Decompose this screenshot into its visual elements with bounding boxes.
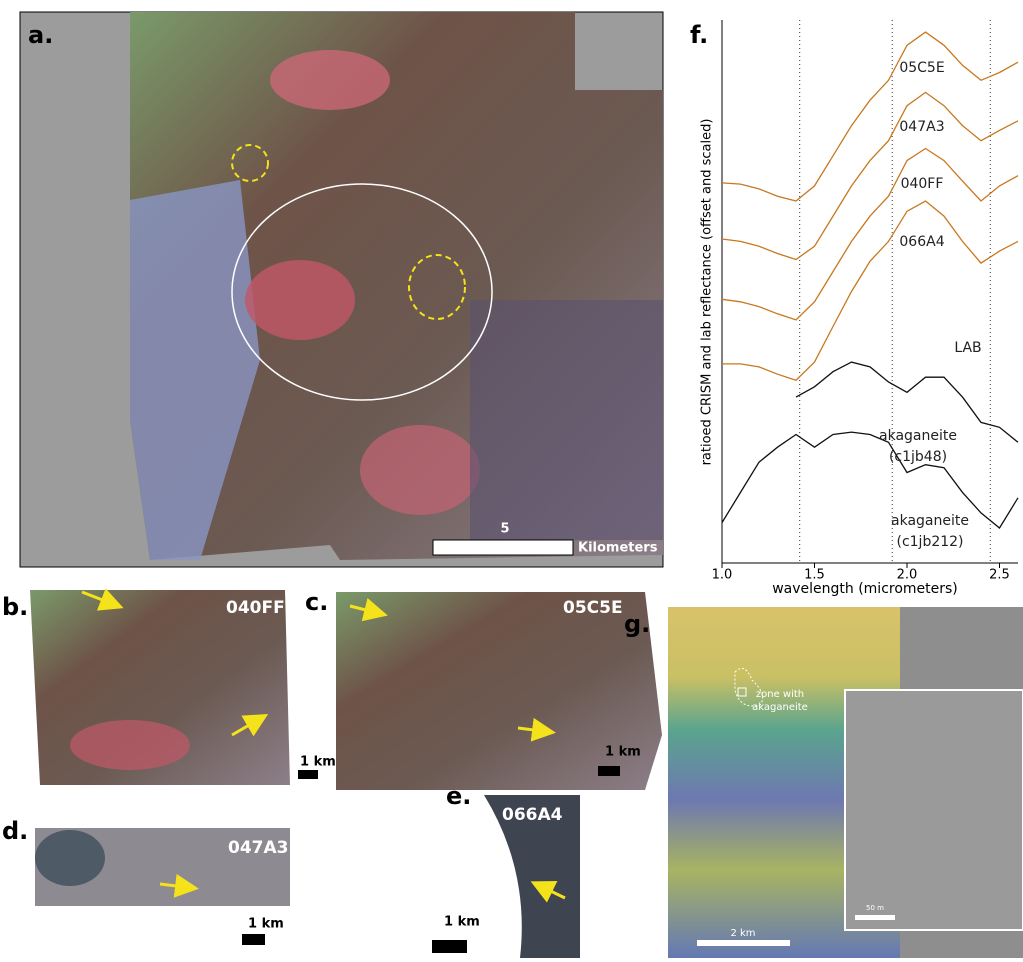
scale-bar	[433, 540, 573, 555]
panel-id: 066A4	[502, 805, 563, 825]
zone-annotation: zone with akaganeite	[735, 688, 825, 714]
series-label: 066A4	[867, 232, 977, 253]
x-axis-label: wavelength (micrometers)	[772, 581, 958, 597]
x-tick-label: 2.5	[989, 568, 1010, 583]
scale-text: 50 m	[866, 904, 884, 912]
panel-id: 05C5E	[563, 598, 623, 618]
scale-text: 2 km	[730, 928, 755, 939]
series-label: LAB	[913, 338, 1023, 359]
page: a. 5 Kilometers b. 040FF 1 km c. 05C5E 1…	[0, 0, 1023, 962]
scale-value: 5	[500, 522, 509, 537]
series-label: akaganeite (c1jb48)	[863, 426, 973, 468]
panel-label: d.	[2, 817, 28, 845]
scale-text: 1 km	[444, 915, 480, 930]
panel-e: e. 066A4 1 km	[432, 782, 580, 958]
scale-bar	[242, 934, 265, 945]
scale-bar	[432, 940, 467, 953]
x-tick-label: 1.0	[712, 568, 733, 583]
scale-bar	[855, 915, 895, 920]
scale-bar	[298, 770, 318, 779]
panel-label: a.	[28, 21, 53, 49]
scale-text: 1 km	[300, 755, 336, 770]
scale-text: 1 km	[605, 745, 641, 760]
inset-image	[845, 690, 1023, 930]
panel-id: 047A3	[228, 838, 288, 858]
panel-id: 040FF	[226, 598, 285, 618]
x-tick-label: 2.0	[897, 568, 918, 583]
panel-label: b.	[2, 593, 28, 621]
panel-label: f.	[690, 21, 708, 49]
image-region	[470, 300, 663, 540]
panel-label: e.	[446, 782, 471, 810]
y-axis-label: ratioed CRISM and lab reflectance (offse…	[700, 119, 715, 466]
image-region	[70, 720, 190, 770]
image	[336, 592, 662, 790]
image-region	[360, 425, 480, 515]
scale-bar	[598, 766, 620, 776]
series-label: 040FF	[867, 174, 977, 195]
figure: a. 5 Kilometers b. 040FF 1 km c. 05C5E 1…	[0, 0, 1023, 962]
panel-c: c. 05C5E 1 km	[305, 588, 662, 790]
image-region	[245, 260, 355, 340]
series-label: 047A3	[867, 117, 977, 138]
panel-g: g. 2 km 50 m	[624, 607, 1023, 958]
scale-unit: Kilometers	[578, 541, 658, 556]
image-region	[270, 50, 390, 110]
panel-b: b. 040FF 1 km	[2, 590, 336, 785]
series-label: akaganeite (c1jb212)	[875, 511, 985, 553]
image-region	[35, 830, 105, 886]
scale-text: 1 km	[248, 917, 284, 932]
series-label: 05C5E	[867, 58, 977, 79]
panel-a: a. 5 Kilometers	[20, 12, 663, 567]
x-tick-label: 1.5	[804, 568, 825, 583]
panel-label: g.	[624, 610, 650, 638]
scale-bar	[697, 940, 790, 946]
panel-label: c.	[305, 588, 328, 616]
panel-d: d. 047A3 1 km	[2, 817, 290, 945]
